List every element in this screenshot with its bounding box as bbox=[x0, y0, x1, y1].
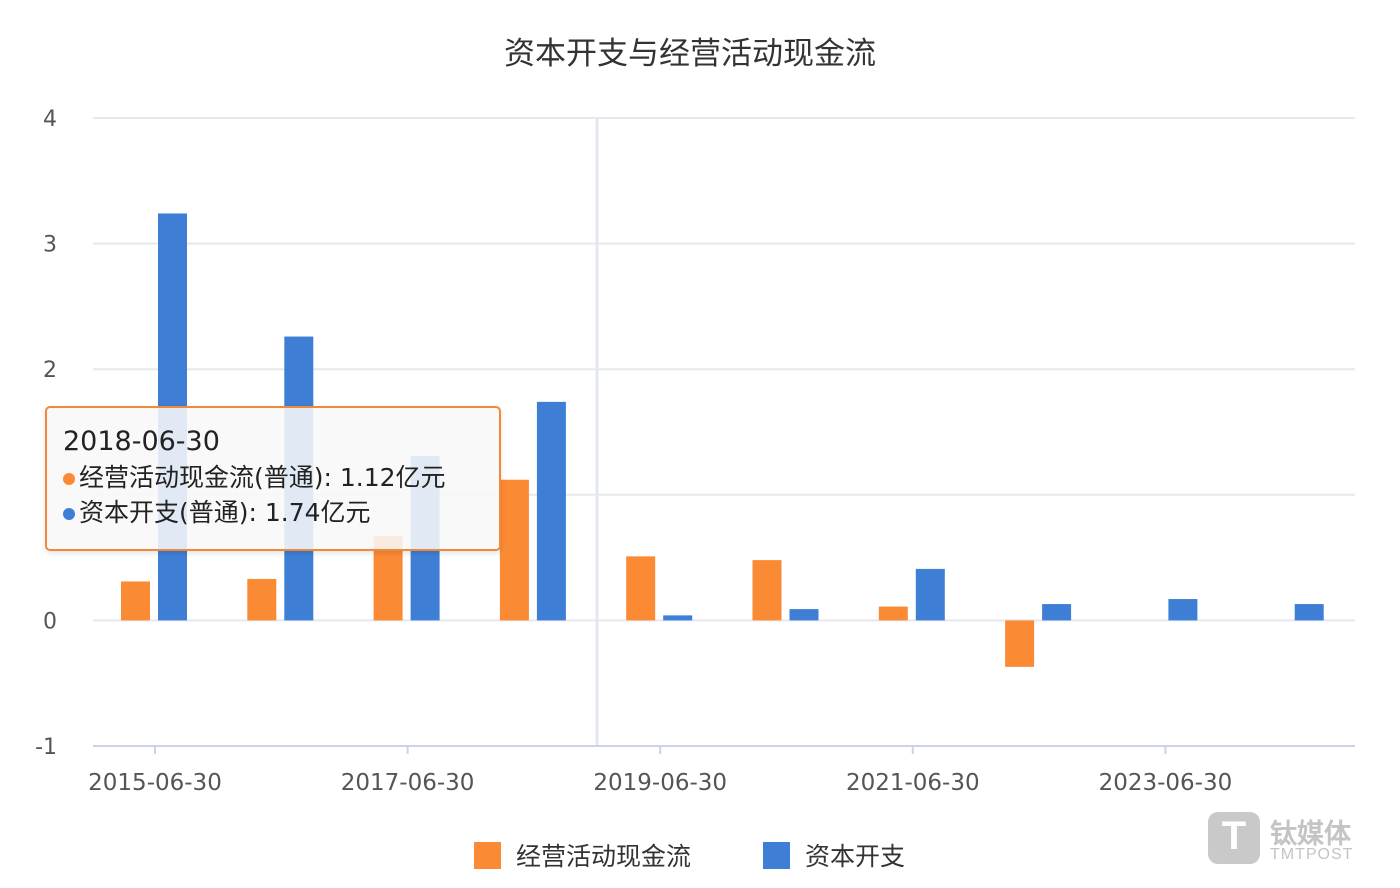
bar-cashflow[interactable] bbox=[626, 556, 656, 621]
chart-title: 资本开支与经营活动现金流 bbox=[504, 36, 876, 72]
watermark-brand-en: TMTPOST bbox=[1270, 846, 1354, 863]
bar-capex[interactable] bbox=[789, 609, 819, 621]
tooltip-date: 2018-06-30 bbox=[63, 426, 220, 457]
x-tick-label: 2023-06-30 bbox=[1099, 770, 1233, 796]
watermark-brand-cn: 钛媒体 bbox=[1270, 819, 1351, 850]
x-tick-label: 2019-06-30 bbox=[593, 770, 727, 796]
tmtpost-logo-icon: T bbox=[1208, 812, 1260, 864]
bar-cashflow[interactable] bbox=[1005, 620, 1035, 667]
watermark-logo: T 钛媒体 TMTPOST bbox=[1208, 810, 1388, 870]
bar-capex[interactable] bbox=[1294, 604, 1324, 621]
bar-capex[interactable] bbox=[915, 568, 945, 621]
tooltip: 2018-06-30 经营活动现金流(普通): 1.12亿元 资本开支(普通):… bbox=[45, 406, 501, 551]
bar-cashflow[interactable] bbox=[247, 578, 277, 621]
tooltip-text-cashflow: 经营活动现金流(普通): 1.12亿元 bbox=[79, 463, 446, 492]
y-axis-ticks: -1 0 2 3 4 bbox=[35, 107, 57, 760]
y-tick-label: 3 bbox=[43, 233, 57, 258]
tooltip-row-capex: 资本开支(普通): 1.74亿元 bbox=[63, 495, 499, 530]
x-tick-label: 2021-06-30 bbox=[846, 770, 980, 796]
bar-cashflow[interactable] bbox=[878, 606, 908, 621]
x-axis-ticks: 2015-06-30 2017-06-30 2019-06-30 2021-06-30… bbox=[88, 746, 1232, 796]
tooltip-dot-cashflow bbox=[63, 473, 75, 485]
x-tick-label: 2017-06-30 bbox=[341, 770, 475, 796]
bar-capex[interactable] bbox=[1168, 599, 1198, 621]
legend-label[interactable]: 资本开支 bbox=[805, 842, 905, 871]
x-tick-label: 2015-06-30 bbox=[88, 770, 222, 796]
legend-swatch[interactable] bbox=[763, 842, 790, 869]
bar-cashflow[interactable] bbox=[121, 581, 150, 621]
y-tick-label: -1 bbox=[35, 735, 57, 760]
y-tick-label: 2 bbox=[43, 358, 57, 383]
bar-capex[interactable] bbox=[663, 615, 693, 621]
bar-cashflow[interactable] bbox=[752, 560, 782, 621]
legend-label[interactable]: 经营活动现金流 bbox=[516, 842, 691, 871]
bar-capex[interactable] bbox=[536, 401, 566, 621]
tooltip-dot-capex bbox=[63, 508, 75, 520]
bar-cashflow[interactable] bbox=[499, 479, 529, 621]
y-tick-label: 0 bbox=[43, 609, 57, 634]
legend[interactable]: 经营活动现金流 资本开支 bbox=[474, 842, 905, 871]
tooltip-row-cashflow: 经营活动现金流(普通): 1.12亿元 bbox=[63, 460, 499, 495]
legend-swatch[interactable] bbox=[474, 842, 501, 869]
y-tick-label: 4 bbox=[43, 107, 57, 132]
tooltip-text-capex: 资本开支(普通): 1.74亿元 bbox=[79, 498, 371, 527]
bar-capex[interactable] bbox=[1042, 604, 1072, 621]
